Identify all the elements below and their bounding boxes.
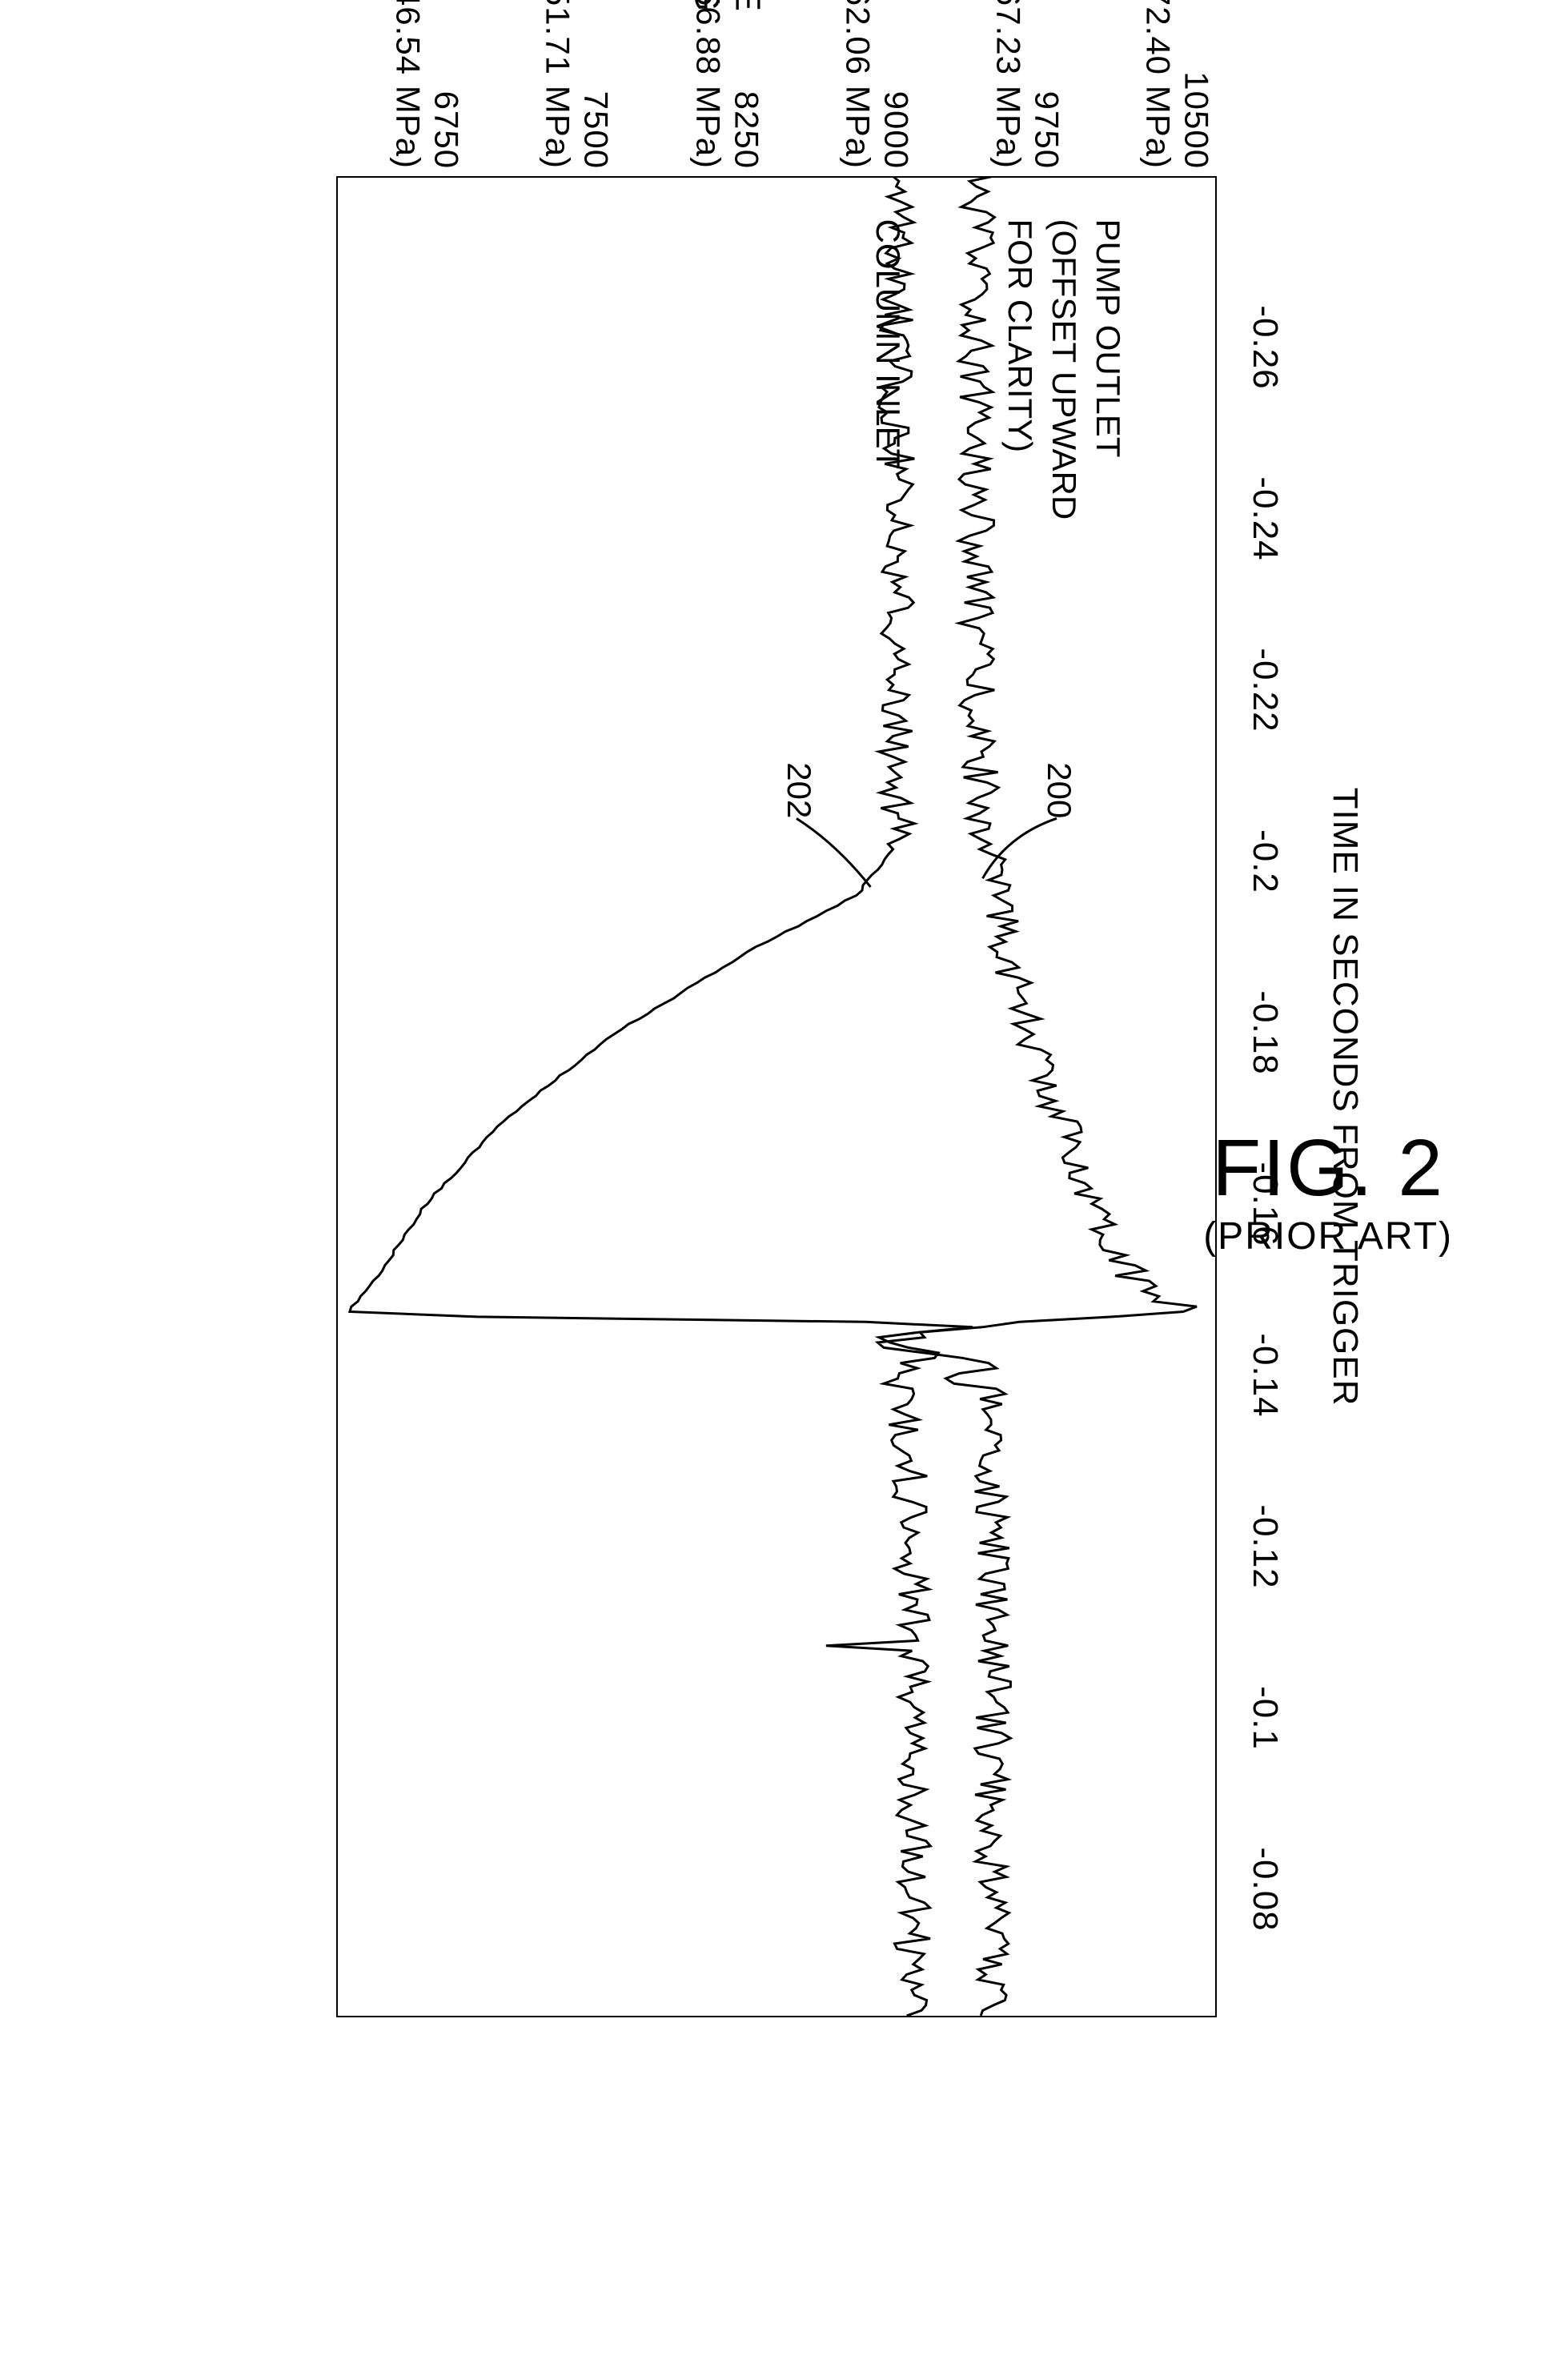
callout-200-leader: [983, 818, 1057, 878]
callout-202-leader: [797, 818, 871, 887]
x-tick-label: -0.18: [1245, 990, 1285, 1074]
x-tick-label: -0.24: [1245, 476, 1285, 560]
y-tick-label: 9000(62.06 MPa): [838, 0, 916, 169]
x-axis-title: TIME IN SECONDS FROM TRIGGER: [1325, 788, 1365, 1407]
x-tick-label: -0.26: [1245, 305, 1285, 389]
page: FIG. 2 (PRIOR ART) PUMP OUTLET(OFFSET UP…: [0, 0, 1557, 2380]
chart: PUMP OUTLET(OFFSET UPWARDFOR CLARITY) COL…: [336, 176, 1217, 2017]
y-tick-label: 7500(51.71 MPa): [538, 0, 616, 169]
callout-200-label: 200: [1041, 762, 1078, 818]
x-tick-label: -0.2: [1245, 829, 1285, 893]
label-pump-outlet: (OFFSET UPWARD: [1045, 219, 1083, 520]
x-tick-label: -0.08: [1245, 1847, 1285, 1931]
label-pump-outlet: FOR CLARITY): [1001, 219, 1039, 452]
x-tick-label: -0.16: [1245, 1162, 1285, 1246]
x-tick-label: -0.14: [1245, 1333, 1285, 1417]
y-tick-label: 10500(72.40 MPa): [1138, 0, 1216, 169]
y-axis-title: PRESSUREIN PSIG: [686, 0, 767, 12]
label-pump-outlet: PUMP OUTLET: [1089, 219, 1127, 457]
plot-frame: [336, 176, 1217, 2017]
callout-202-label: 202: [781, 762, 818, 818]
y-tick-label: 6750(46.54 MPa): [387, 0, 465, 169]
y-tick-label: 8250(56.88 MPa): [688, 0, 765, 169]
x-tick-label: -0.12: [1245, 1504, 1285, 1588]
y-tick-label: 9750(67.23 MPa): [988, 0, 1065, 169]
label-column-inlet: COLUMN INLET: [869, 219, 907, 469]
x-tick-label: -0.22: [1245, 648, 1285, 732]
x-tick-label: -0.1: [1245, 1686, 1285, 1750]
